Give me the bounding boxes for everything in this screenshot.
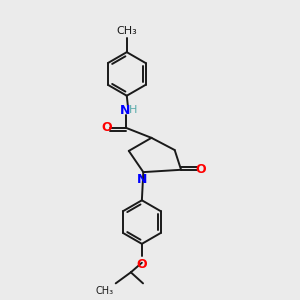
Text: CH₃: CH₃ [116,26,137,36]
Text: N: N [137,173,147,186]
Text: O: O [101,121,112,134]
Text: O: O [136,258,147,272]
Text: H: H [129,105,137,115]
Text: O: O [196,163,206,176]
Text: N: N [120,104,130,117]
Text: CH₃: CH₃ [96,286,114,296]
